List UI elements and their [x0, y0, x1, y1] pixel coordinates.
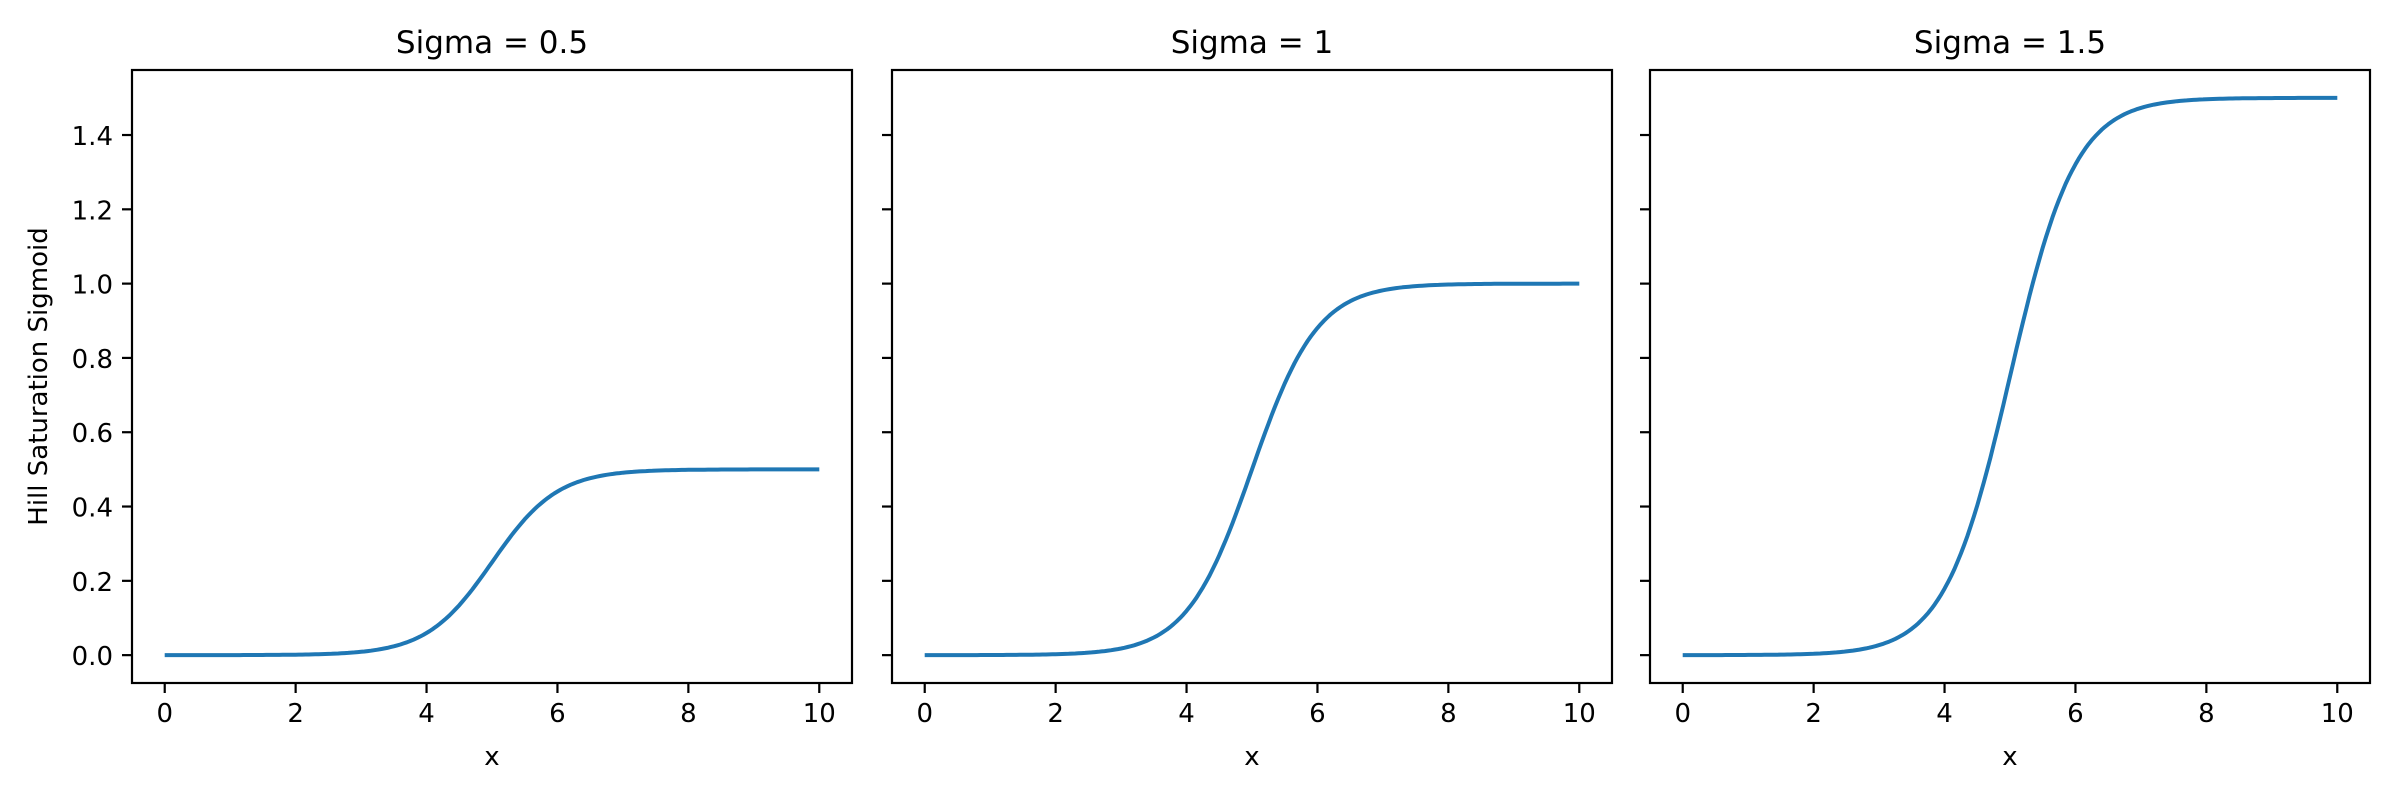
- x-tick-label: 8: [1440, 699, 1457, 729]
- axes-spines: [1648, 68, 2372, 685]
- x-axis-label: x: [1244, 742, 1259, 772]
- axes-spines: [890, 68, 1614, 685]
- y-tick-label: 0.6: [72, 419, 113, 449]
- x-tick-label: 6: [549, 699, 566, 729]
- axes-spines: [130, 68, 854, 685]
- subplot-title: Sigma = 0.5: [396, 25, 588, 61]
- x-tick-label: 6: [1309, 699, 1326, 729]
- x-tick-label: 0: [156, 699, 173, 729]
- y-tick-label: 1.2: [72, 196, 113, 226]
- subplot-title: Sigma = 1.5: [1914, 25, 2106, 61]
- x-tick-label: 4: [1936, 699, 1953, 729]
- x-tick-label: 2: [287, 699, 304, 729]
- x-axis-label: x: [484, 742, 499, 772]
- y-tick-label: 1.4: [72, 122, 113, 152]
- x-tick-label: 8: [2198, 699, 2215, 729]
- subplot-title: Sigma = 1: [1171, 25, 1334, 61]
- sigmoid-curve: [1682, 95, 2338, 658]
- x-axis-label: x: [2002, 742, 2017, 772]
- x-tick-label: 10: [2321, 699, 2354, 729]
- sigmoid-curve: [924, 281, 1580, 658]
- y-tick-label: 0.4: [72, 494, 113, 524]
- x-tick-label: 2: [1805, 699, 1822, 729]
- y-axis-label: Hill Saturation Sigmoid: [24, 227, 54, 525]
- x-tick-label: 6: [2067, 699, 2084, 729]
- y-tick-label: 0.2: [72, 568, 113, 598]
- x-tick-label: 10: [1563, 699, 1596, 729]
- subplot-sigma-0.5: 0 2 4 6 8 10 0.0 0.2 0.4 0.6 0.8 1.0 1.2 1.4 Sigma = 0…: [72, 25, 854, 772]
- x-tick-label: 8: [680, 699, 697, 729]
- x-tick-label: 10: [803, 699, 836, 729]
- sigmoid-curve: [164, 467, 820, 658]
- y-tick-label: 1.0: [72, 271, 113, 301]
- x-tick-label: 2: [1047, 699, 1064, 729]
- x-tick-label: 4: [1178, 699, 1195, 729]
- x-tick-label: 0: [1674, 699, 1691, 729]
- y-tick-label: 0.0: [72, 642, 113, 672]
- subplot-sigma-1.5: 0 2 4 6 8 10 Sigma = 1.5 x: [1640, 25, 2372, 772]
- y-tick-label: 0.8: [72, 345, 113, 375]
- x-tick-label: 0: [916, 699, 933, 729]
- x-tick-label: 4: [418, 699, 435, 729]
- subplot-sigma-1: 0 2 4 6 8 10 Sigma = 1 x: [882, 25, 1614, 772]
